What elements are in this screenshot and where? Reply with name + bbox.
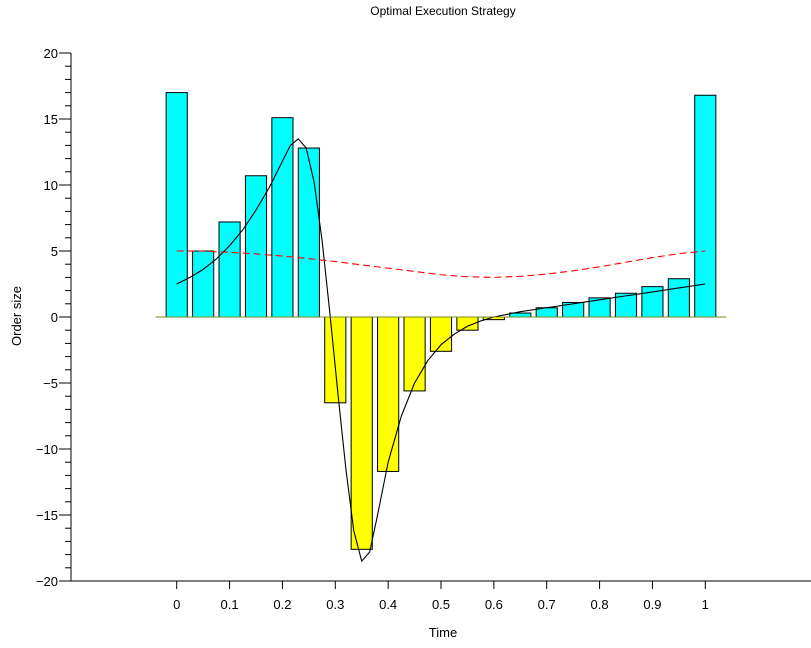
x-tick-label: 0.4 xyxy=(379,597,397,612)
y-tick-label: 0 xyxy=(51,310,58,325)
bar xyxy=(694,94,717,318)
y-tick-label: −20 xyxy=(36,574,58,589)
x-tick-label: 0.2 xyxy=(273,597,291,612)
bar xyxy=(429,316,453,352)
y-axis-title: Order size xyxy=(9,286,24,346)
y-tick-label: −5 xyxy=(43,376,58,391)
x-axis-title: Time xyxy=(429,625,457,640)
x-tick-label: 0.3 xyxy=(326,597,344,612)
bar xyxy=(667,278,690,318)
bar xyxy=(350,316,373,550)
x-tick-label: 0.6 xyxy=(485,597,503,612)
bar xyxy=(297,147,320,318)
x-tick-label: 0 xyxy=(173,597,180,612)
fitted-curve-line xyxy=(176,138,706,562)
bar xyxy=(377,316,400,472)
x-axis: 0 0.1 0.2 0.3 0.4 0.5 0.6 0.7 0.8 0.9 1 xyxy=(173,581,709,612)
bar xyxy=(192,250,215,318)
x-tick-label: 0.9 xyxy=(643,597,661,612)
x-tick-label: 0.5 xyxy=(432,597,450,612)
bar xyxy=(324,316,347,404)
y-tick-label: 5 xyxy=(51,244,58,259)
bar xyxy=(165,92,188,318)
chart-title: Optimal Execution Strategy xyxy=(370,4,515,18)
x-tick-label: 0.7 xyxy=(538,597,556,612)
bar-group xyxy=(165,92,717,550)
x-tick-label: 0.8 xyxy=(591,597,609,612)
y-tick-label: −15 xyxy=(36,508,58,523)
line-group xyxy=(155,138,727,562)
y-axis: −20 −15 −10 −5 0 5 10 15 20 xyxy=(36,46,71,589)
y-tick-label: 10 xyxy=(44,178,58,193)
y-tick-label: 15 xyxy=(44,112,58,127)
x-tick-label: 0.1 xyxy=(221,597,239,612)
bar xyxy=(403,316,426,392)
y-tick-label: −10 xyxy=(36,442,58,457)
y-tick-label: 20 xyxy=(44,46,58,61)
dashed-reference-line xyxy=(176,250,706,278)
x-tick-label: 1 xyxy=(702,597,709,612)
